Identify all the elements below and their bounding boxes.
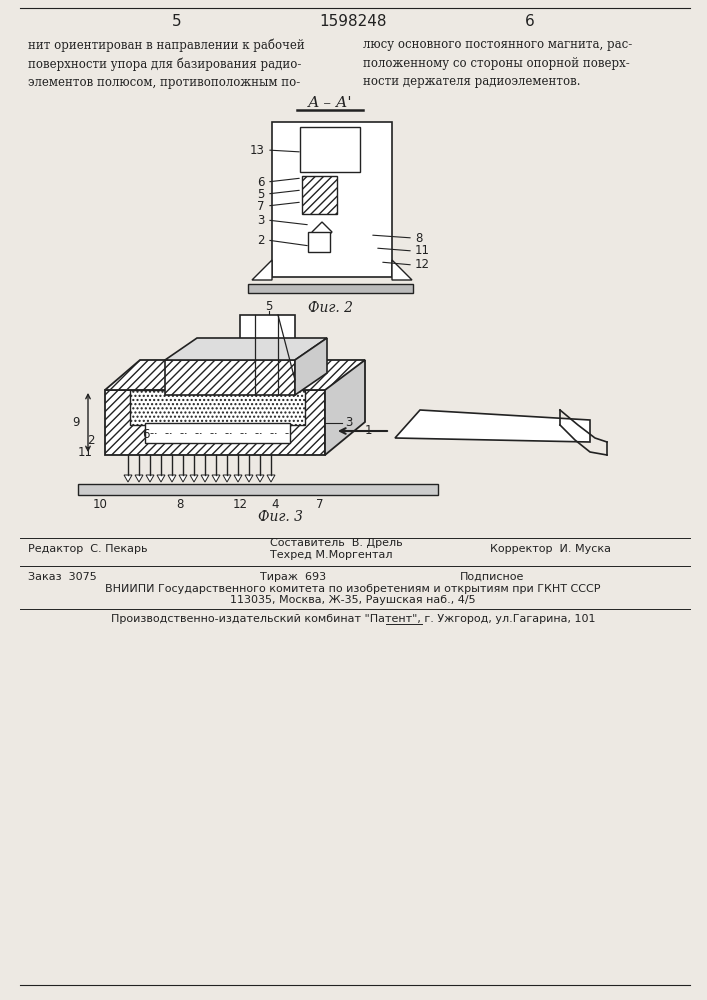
Bar <box>105 390 325 455</box>
Text: 7: 7 <box>316 498 324 511</box>
Text: 1598248: 1598248 <box>320 14 387 29</box>
Bar <box>308 232 330 252</box>
Polygon shape <box>312 222 332 242</box>
Text: ВНИИПИ Государственного комитета по изобретениям и открытиям при ГКНТ СССР: ВНИИПИ Государственного комитета по изоб… <box>105 584 601 594</box>
Polygon shape <box>190 475 198 482</box>
Text: Корректор  И. Муска: Корректор И. Муска <box>490 544 611 554</box>
Text: Подписное: Подписное <box>460 572 525 582</box>
Polygon shape <box>124 475 132 482</box>
Text: 6: 6 <box>525 14 535 29</box>
Polygon shape <box>392 260 412 280</box>
Text: Заказ  3075: Заказ 3075 <box>28 572 97 582</box>
Text: 11: 11 <box>78 446 93 460</box>
Text: 1: 1 <box>365 424 373 436</box>
Polygon shape <box>256 475 264 482</box>
Polygon shape <box>201 475 209 482</box>
Text: 12: 12 <box>415 258 430 271</box>
Polygon shape <box>146 475 154 482</box>
Text: Фиг. 3: Фиг. 3 <box>257 510 303 524</box>
Polygon shape <box>325 360 365 455</box>
Text: 8: 8 <box>415 232 422 244</box>
Text: 3: 3 <box>345 416 352 430</box>
Text: 2: 2 <box>88 434 95 446</box>
Text: 5: 5 <box>173 14 182 29</box>
Text: 13: 13 <box>250 143 265 156</box>
Polygon shape <box>252 260 272 280</box>
Text: нит ориентирован в направлении к рабочей
поверхности упора для базирования радио: нит ориентирован в направлении к рабочей… <box>28 38 305 89</box>
Text: 7: 7 <box>257 200 265 213</box>
Text: Производственно-издательский комбинат "Патент", г. Ужгород, ул.Гагарина, 101: Производственно-издательский комбинат "П… <box>111 614 595 624</box>
Bar <box>302 176 337 214</box>
Text: 6: 6 <box>257 176 265 188</box>
Text: Фиг. 2: Фиг. 2 <box>308 301 353 315</box>
Polygon shape <box>135 475 143 482</box>
Text: 5: 5 <box>257 188 265 200</box>
Polygon shape <box>267 475 275 482</box>
Bar <box>130 390 305 425</box>
Text: люсу основного постоянного магнита, рас-
положенному со стороны опорной поверх-
: люсу основного постоянного магнита, рас-… <box>363 38 632 88</box>
Text: 6: 6 <box>143 428 150 442</box>
Polygon shape <box>245 475 253 482</box>
Text: 8: 8 <box>176 498 184 511</box>
Bar <box>165 360 295 395</box>
Bar <box>78 484 438 495</box>
Bar <box>272 122 392 277</box>
Text: 113035, Москва, Ж-35, Раушская наб., 4/5: 113035, Москва, Ж-35, Раушская наб., 4/5 <box>230 595 476 605</box>
Polygon shape <box>212 475 220 482</box>
Polygon shape <box>295 338 327 395</box>
Text: 9: 9 <box>72 416 80 430</box>
Bar <box>248 284 413 293</box>
Polygon shape <box>234 475 242 482</box>
Polygon shape <box>165 338 327 360</box>
Text: 4: 4 <box>271 498 279 511</box>
Text: 10: 10 <box>93 498 107 511</box>
Polygon shape <box>179 475 187 482</box>
Bar <box>145 423 290 443</box>
Polygon shape <box>168 475 176 482</box>
Bar <box>240 315 295 395</box>
Polygon shape <box>157 475 165 482</box>
Text: 11: 11 <box>415 244 430 257</box>
Text: Редактор  С. Пекарь: Редактор С. Пекарь <box>28 544 148 554</box>
Text: 3: 3 <box>257 214 265 227</box>
Text: 12: 12 <box>233 498 247 511</box>
Polygon shape <box>105 360 365 390</box>
Polygon shape <box>395 410 590 442</box>
Text: 5: 5 <box>265 300 273 314</box>
Polygon shape <box>223 475 231 482</box>
Text: Составитель  В. Дрель: Составитель В. Дрель <box>270 538 402 548</box>
Text: Тираж  693: Тираж 693 <box>260 572 326 582</box>
Text: 2: 2 <box>257 233 265 246</box>
Bar <box>300 127 360 172</box>
Text: Техред М.Моргентал: Техред М.Моргентал <box>270 550 392 560</box>
Text: А – А': А – А' <box>308 96 352 110</box>
